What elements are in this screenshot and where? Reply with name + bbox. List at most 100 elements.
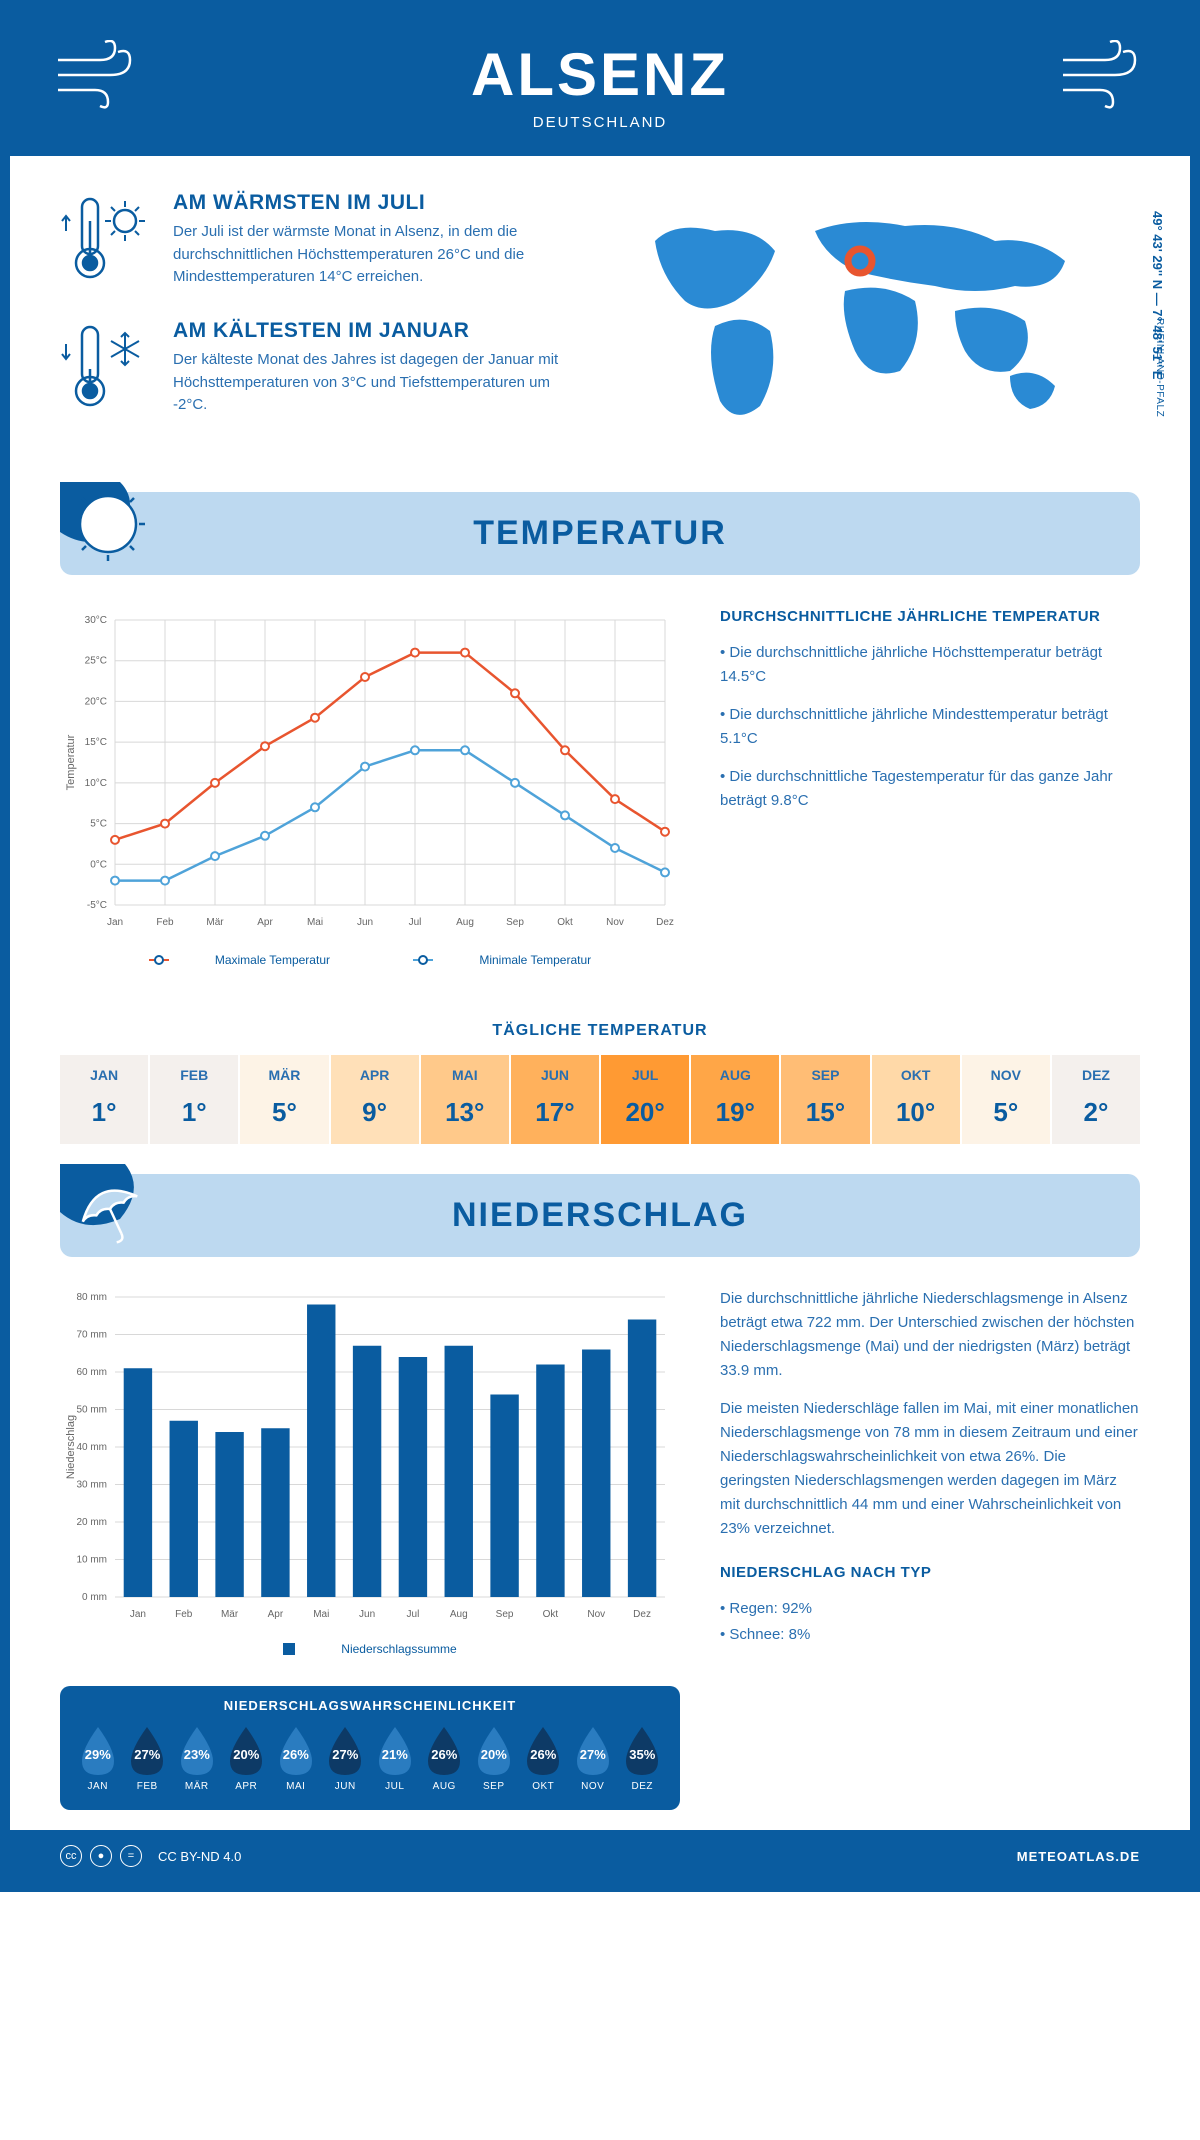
svg-text:Aug: Aug [450,1609,468,1620]
precipitation-title: NIEDERSCHLAG [60,1196,1140,1235]
svg-text:Okt: Okt [557,917,573,928]
daily-temp-cell: MÄR5° [238,1055,328,1144]
svg-text:40 mm: 40 mm [76,1442,107,1453]
svg-text:Nov: Nov [606,917,624,928]
svg-text:5°C: 5°C [90,819,107,830]
probability-drop: 20%SEP [471,1725,517,1792]
probability-drop: 21%JUL [372,1725,418,1792]
infographic: ALSENZ DEUTSCHLAND AM WÄRMSTEN IM JULI D… [0,0,1200,1892]
probability-drop: 26%MAI [273,1725,319,1792]
daily-temp-cell: SEP15° [779,1055,869,1144]
svg-text:60 mm: 60 mm [76,1367,107,1378]
by-icon: ● [90,1845,112,1867]
temperature-row: -5°C0°C5°C10°C15°C20°C25°C30°CJanFebMärA… [10,605,1190,997]
svg-text:0°C: 0°C [90,859,107,870]
svg-text:80 mm: 80 mm [76,1292,107,1303]
daily-temp-cell: JUN17° [509,1055,599,1144]
svg-text:Okt: Okt [543,1609,559,1620]
svg-text:Dez: Dez [633,1609,651,1620]
daily-temp-cell: OKT10° [870,1055,960,1144]
daily-temp-cell: FEB1° [148,1055,238,1144]
svg-text:0 mm: 0 mm [82,1592,107,1603]
daily-temp-cell: NOV5° [960,1055,1050,1144]
daily-temp-cell: MAI13° [419,1055,509,1144]
svg-text:Mär: Mär [206,917,224,928]
footer: cc ● = CC BY-ND 4.0 METEOATLAS.DE [10,1830,1190,1882]
svg-text:Dez: Dez [656,917,674,928]
svg-text:10°C: 10°C [85,778,107,789]
svg-text:Jan: Jan [107,917,123,928]
svg-text:Jun: Jun [359,1609,375,1620]
temperature-title: TEMPERATUR [60,514,1140,553]
svg-text:50 mm: 50 mm [76,1405,107,1416]
probability-drop: 27%JUN [323,1725,369,1792]
precipitation-probability: NIEDERSCHLAGSWAHRSCHEINLICHKEIT 29%JAN27… [60,1686,680,1810]
svg-text:20 mm: 20 mm [76,1517,107,1528]
coldest-title: AM KÄLTESTEN IM JANUAR [173,319,585,343]
svg-text:30 mm: 30 mm [76,1480,107,1491]
svg-text:15°C: 15°C [85,737,107,748]
precipitation-info: Die durchschnittliche jährliche Niedersc… [720,1287,1140,1810]
daily-temp-cell: APR9° [329,1055,419,1144]
sun-icon [60,482,170,587]
warmest-text: Der Juli ist der wärmste Monat in Alsenz… [173,221,585,289]
temperature-info: DURCHSCHNITTLICHE JÄHRLICHE TEMPERATUR •… [720,605,1140,977]
precipitation-bar-chart: 0 mm 10 mm 20 mm 30 mm 40 mm 50 mm 60 mm 70 mm 8… [60,1287,680,1627]
precipitation-banner: NIEDERSCHLAG [60,1174,1140,1257]
svg-text:70 mm: 70 mm [76,1330,107,1341]
probability-drop: 35%DEZ [620,1725,666,1792]
svg-text:Feb: Feb [156,917,174,928]
site-credit: METEOATLAS.DE [1017,1849,1140,1864]
svg-text:10 mm: 10 mm [76,1555,107,1566]
svg-text:Jan: Jan [130,1609,146,1620]
umbrella-icon [60,1164,170,1269]
probability-drop: 26%AUG [422,1725,468,1792]
daily-temp-cell: AUG19° [689,1055,779,1144]
probability-drop: 26%OKT [521,1725,567,1792]
svg-text:Apr: Apr [257,917,273,928]
nd-icon: = [120,1845,142,1867]
temperature-line-chart: -5°C0°C5°C10°C15°C20°C25°C30°CJanFebMärA… [60,605,680,935]
daily-temp-title: TÄGLICHE TEMPERATUR [10,1022,1190,1040]
precipitation-legend: Niederschlagssumme [60,1632,680,1668]
probability-drop: 23%MÄR [174,1725,220,1792]
svg-text:Mai: Mai [313,1609,329,1620]
svg-text:Jul: Jul [407,1609,420,1620]
svg-text:25°C: 25°C [85,656,107,667]
svg-text:Mai: Mai [307,917,323,928]
thermometer-sun-icon [60,191,155,291]
daily-temp-grid: JAN1°FEB1°MÄR5°APR9°MAI13°JUN17°JUL20°AU… [60,1055,1140,1144]
daily-temp-cell: JUL20° [599,1055,689,1144]
warmest-fact: AM WÄRMSTEN IM JULI Der Juli ist der wär… [60,191,585,291]
world-map [615,191,1095,441]
region-label: RHEINLAND-PFALZ [1154,318,1165,417]
wind-icon [1055,40,1150,115]
cc-icon: cc [60,1845,82,1867]
svg-text:Jun: Jun [357,917,373,928]
city-title: ALSENZ [10,40,1190,109]
probability-drop: 20%APR [224,1725,270,1792]
coldest-text: Der kälteste Monat des Jahres ist dagege… [173,349,585,417]
license-text: CC BY-ND 4.0 [158,1849,241,1864]
svg-text:Sep: Sep [496,1609,514,1620]
svg-text:-5°C: -5°C [87,900,107,911]
svg-text:Jul: Jul [409,917,422,928]
svg-text:Nov: Nov [587,1609,605,1620]
probability-drop: 29%JAN [75,1725,121,1792]
temperature-legend: Maximale Temperatur Minimale Temperatur [60,940,680,977]
temperature-banner: TEMPERATUR [60,492,1140,575]
svg-text:Apr: Apr [268,1609,284,1620]
coldest-fact: AM KÄLTESTEN IM JANUAR Der kälteste Mona… [60,319,585,419]
svg-text:20°C: 20°C [85,696,107,707]
svg-text:Mär: Mär [221,1609,239,1620]
svg-text:Sep: Sep [506,917,524,928]
country-subtitle: DEUTSCHLAND [10,114,1190,131]
intro-section: AM WÄRMSTEN IM JULI Der Juli ist der wär… [10,156,1190,477]
wind-icon [50,40,145,115]
svg-text:Temperatur: Temperatur [65,734,77,790]
svg-text:Niederschlag: Niederschlag [65,1415,77,1479]
probability-drop: 27%NOV [570,1725,616,1792]
warmest-title: AM WÄRMSTEN IM JULI [173,191,585,215]
svg-text:Feb: Feb [175,1609,193,1620]
daily-temp-cell: DEZ2° [1050,1055,1140,1144]
